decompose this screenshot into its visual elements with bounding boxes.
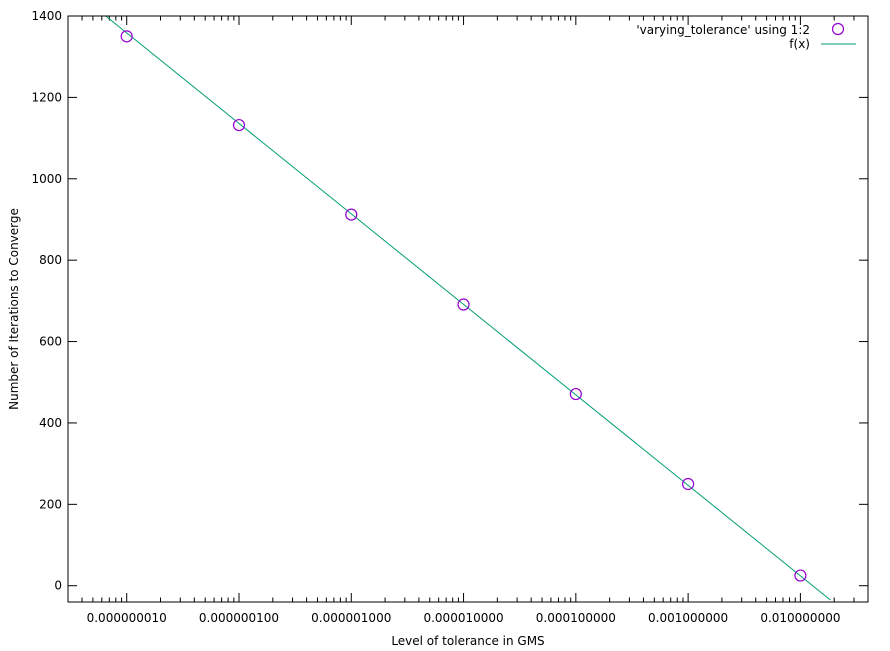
- x-tick-label: 0.000000100: [199, 611, 279, 625]
- x-tick-label: 0.001000000: [648, 611, 728, 625]
- x-tick-label: 0.010000000: [760, 611, 840, 625]
- ticks-layer: 0 200 400 600 800 1000 1200 1400 0.000000010 0.00…: [31, 9, 869, 625]
- x-tick-label: 0.000100000: [536, 611, 616, 625]
- y-axis-label: Number of Iterations to Converge: [7, 208, 21, 410]
- legend-label-fx: f(x): [789, 37, 810, 51]
- data-point: [569, 387, 582, 401]
- legend-label-points: 'varying_tolerance' using 1:2: [636, 23, 810, 37]
- x-tick-label: 0.000000010: [87, 611, 167, 625]
- y-tick-label: 1400: [31, 9, 62, 23]
- x-tick-label: 0.000001000: [311, 611, 391, 625]
- y-tick-label: 200: [39, 497, 62, 511]
- data-point: [120, 30, 133, 43]
- y-tick-label: 800: [39, 253, 62, 267]
- y-tick-label: 1000: [31, 172, 62, 186]
- plot-layer: [105, 16, 831, 601]
- data-point: [457, 298, 470, 311]
- data-point: [345, 208, 358, 221]
- legend: 'varying_tolerance' using 1:2 f(x): [636, 22, 856, 51]
- legend-swatch-points: [831, 22, 845, 36]
- data-point: [232, 118, 246, 132]
- x-tick-label: 0.000010000: [423, 611, 503, 625]
- y-tick-label: 600: [39, 335, 62, 349]
- y-tick-label: 400: [39, 416, 62, 430]
- y-tick-label: 0: [54, 579, 62, 593]
- data-point: [682, 477, 695, 491]
- data-point: [794, 569, 807, 582]
- x-axis-label: Level of tolerance in GMS: [391, 634, 544, 648]
- y-tick-label: 1200: [31, 90, 62, 104]
- plot-frame: [67, 15, 869, 603]
